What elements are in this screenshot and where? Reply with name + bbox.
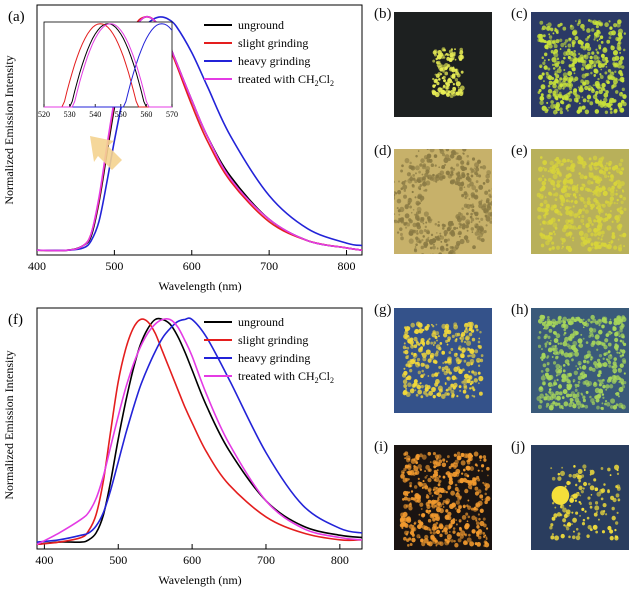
series-line-2	[36, 317, 363, 543]
chart-a-inset: 520 530 540 550 560 570	[38, 21, 178, 119]
inset-x-tick-label: 560	[140, 110, 152, 119]
panel-label-f: (f)	[8, 312, 23, 328]
photo-panel-e	[531, 149, 629, 254]
panel-label-d: (d)	[374, 143, 392, 159]
x-tick-label: 800	[338, 259, 356, 273]
chart-a-ylabel: Normalized Emission Intensity	[2, 55, 16, 204]
inset-x-tick-label: 540	[89, 110, 101, 119]
legend-label: treated with CH2Cl2	[238, 72, 334, 88]
chart-f-xlabel: Wavelength (nm)	[158, 573, 241, 587]
x-tick-label: 700	[257, 553, 275, 567]
photo-panel-j	[531, 445, 629, 550]
photo-panel-h	[531, 308, 629, 413]
x-tick-label: 400	[28, 259, 46, 273]
chart-f-legend: unground slight grinding heavy grinding tre…	[204, 315, 334, 385]
photo-panel-c	[531, 12, 629, 117]
chart-a-frame	[36, 4, 363, 256]
legend-label: unground	[238, 18, 284, 32]
chart-a-legend: unground slight grinding heavy grinding tre…	[204, 18, 334, 88]
panel-label-a: (a)	[8, 9, 25, 25]
x-tick-label: 700	[260, 259, 278, 273]
chart-f-ylabel: Normalized Emission Intensity	[2, 350, 16, 499]
legend-label: treated with CH2Cl2	[238, 369, 334, 385]
panel-label-i: (i)	[374, 439, 389, 455]
chart-a: Normalized Emission Intensity Wavelength…	[2, 4, 363, 293]
x-tick-label: 400	[35, 553, 53, 567]
panel-label-g: (g)	[374, 302, 392, 318]
inset-series-line-3	[44, 23, 172, 108]
chart-f-lines	[36, 317, 363, 546]
panel-label-j: (j)	[511, 439, 526, 455]
x-tick-label: 600	[183, 259, 201, 273]
photo-panel-b	[394, 12, 492, 117]
legend-label: heavy grinding	[238, 54, 310, 68]
x-tick-label: 500	[109, 553, 127, 567]
series-line-3	[36, 317, 363, 546]
panel-label-c: (c)	[511, 6, 528, 22]
x-tick-label: 600	[183, 553, 201, 567]
legend-label: unground	[238, 315, 284, 329]
chart-f: Normalized Emission Intensity Wavelength…	[2, 307, 363, 587]
photo-panel-d	[394, 149, 492, 254]
inset-x-tick-label: 570	[166, 110, 178, 119]
legend-label: heavy grinding	[238, 351, 310, 365]
chart-a-xlabel: Wavelength (nm)	[158, 279, 241, 293]
inset-frame	[43, 21, 173, 108]
inset-x-tick-label: 550	[115, 110, 127, 119]
legend-label: slight grinding	[238, 333, 308, 347]
panel-label-h: (h)	[511, 302, 529, 318]
legend-label: slight grinding	[238, 36, 308, 50]
panel-label-b: (b)	[374, 6, 392, 22]
inset-x-tick-label: 530	[64, 110, 76, 119]
photo-panel-g	[394, 308, 492, 413]
inset-x-tick-label: 520	[38, 110, 50, 119]
chart-f-frame	[36, 307, 363, 550]
series-line-1	[36, 318, 363, 546]
chart-a-ticks: 400 500 600 700 800	[28, 250, 356, 273]
x-tick-label: 800	[331, 553, 349, 567]
panel-label-e: (e)	[511, 143, 528, 159]
chart-f-ticks: 400 500 600 700 800	[35, 544, 349, 567]
x-tick-label: 500	[105, 259, 123, 273]
series-line-0	[36, 317, 363, 546]
inset-arrow	[90, 136, 122, 170]
photo-panel-i	[394, 445, 492, 550]
series-line-3	[36, 15, 363, 252]
